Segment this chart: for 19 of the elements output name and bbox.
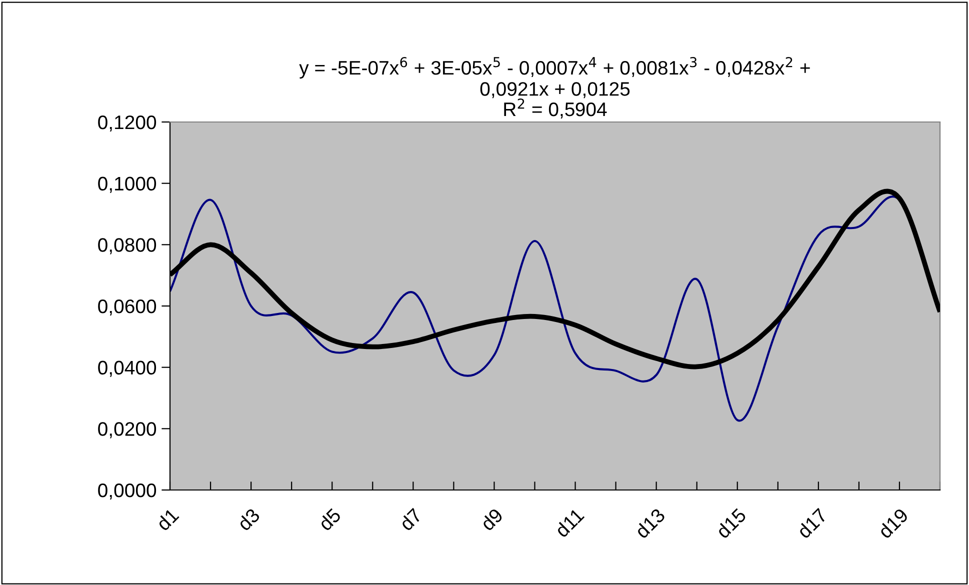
x-tick-label: d19 <box>877 507 909 540</box>
y-tick-label: 0,1000 <box>98 176 156 193</box>
x-tick-label: d13 <box>634 507 666 540</box>
x-tick-label: d5 <box>317 507 342 532</box>
x-tick-label: d3 <box>236 507 261 532</box>
y-tick-label: 0,0400 <box>98 360 156 377</box>
y-tick-label: 0,0200 <box>98 422 156 438</box>
y-tick-label: 0,0600 <box>98 299 156 316</box>
y-tick-label: 0,0800 <box>98 238 156 254</box>
x-tick-label: d7 <box>398 507 423 532</box>
x-tick-label: d11 <box>554 507 585 538</box>
x-tick-label: d15 <box>715 507 747 540</box>
x-tick-label: d1 <box>155 507 180 532</box>
y-tick-label: 0,0000 <box>98 483 156 500</box>
y-tick-label: 0,1200 <box>98 115 156 132</box>
text: R$^{2}$ = 0,5904 <box>504 98 607 119</box>
text: y = -5E-07x$^{6}$ + 3E-05x$^{5}$ - 0,0007x$^{4}$ + 0,0081x$^{3}$ - 0,0428x$^{2}$ + 0,0921x + 0,0125 <box>299 57 810 98</box>
x-tick-label: d9 <box>479 507 504 532</box>
x-tick-label: d17 <box>796 507 828 540</box>
